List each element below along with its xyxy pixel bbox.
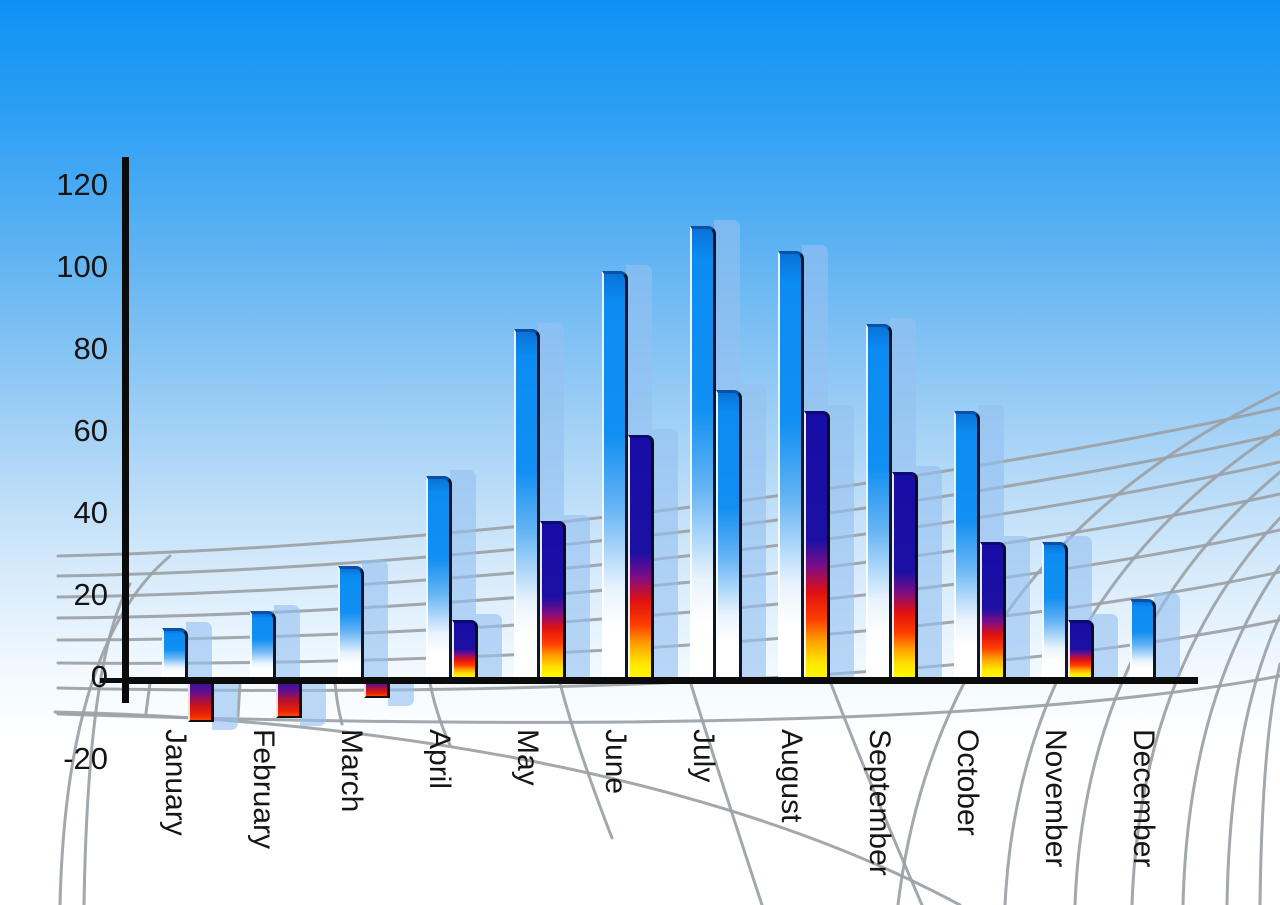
bar-shadow bbox=[828, 404, 854, 677]
month-label: July bbox=[687, 729, 720, 783]
bar-series2 bbox=[276, 679, 302, 718]
bar-series2 bbox=[716, 390, 742, 677]
y-tick-label: 100 bbox=[56, 249, 108, 284]
y-tick-label: -20 bbox=[63, 741, 108, 776]
y-tick-label: 60 bbox=[73, 413, 108, 448]
bar-series1 bbox=[602, 271, 628, 677]
y-tick-label: 80 bbox=[73, 331, 108, 366]
bar-shadow bbox=[274, 605, 300, 677]
y-tick-label: 120 bbox=[56, 167, 108, 202]
bar-shadow bbox=[186, 621, 212, 677]
zero-tick-mark bbox=[100, 678, 124, 683]
month-label: February bbox=[247, 729, 280, 850]
bar-series1 bbox=[250, 611, 276, 677]
bar-shadow bbox=[564, 515, 590, 677]
bar-shadow bbox=[362, 560, 388, 677]
month-label: March bbox=[335, 729, 368, 813]
bar-series2 bbox=[804, 410, 830, 677]
y-tick-label: 40 bbox=[73, 495, 108, 530]
bar-series2 bbox=[980, 541, 1006, 677]
bar-series1 bbox=[690, 226, 716, 677]
month-label: August bbox=[775, 729, 808, 823]
bar-series2 bbox=[892, 472, 918, 677]
bar-shadow bbox=[212, 679, 238, 731]
month-label: January bbox=[159, 729, 192, 836]
bar-series1 bbox=[866, 324, 892, 677]
bar-shadow bbox=[652, 429, 678, 677]
bar-shadow bbox=[1092, 613, 1118, 677]
bar-series2 bbox=[188, 679, 214, 723]
bar-series1 bbox=[514, 328, 540, 677]
bar-shadow bbox=[1154, 593, 1180, 677]
month-label: April bbox=[423, 729, 456, 790]
bar-series2 bbox=[452, 619, 478, 677]
bar-series1 bbox=[338, 566, 364, 677]
bar-series1 bbox=[954, 410, 980, 677]
month-label: September bbox=[863, 729, 896, 876]
bar-series2 bbox=[540, 521, 566, 677]
x-axis-line bbox=[122, 677, 1198, 684]
bar-shadow bbox=[740, 384, 766, 677]
month-label: December bbox=[1127, 729, 1160, 868]
month-label: May bbox=[511, 729, 544, 786]
bar-series1 bbox=[1130, 599, 1156, 677]
bar-series1 bbox=[162, 627, 188, 677]
month-label: June bbox=[599, 729, 632, 795]
bar-series2 bbox=[1068, 619, 1094, 677]
bar-shadow bbox=[476, 613, 502, 677]
bar-series1 bbox=[426, 476, 452, 677]
y-axis-line bbox=[122, 157, 129, 703]
bar-series1 bbox=[778, 250, 804, 677]
y-tick-label: 0 bbox=[90, 659, 108, 694]
month-label: October bbox=[951, 729, 984, 836]
y-tick-label: 20 bbox=[73, 577, 108, 612]
month-label: November bbox=[1039, 729, 1072, 868]
bar-series1 bbox=[1042, 541, 1068, 677]
bar-shadow bbox=[1004, 535, 1030, 677]
bar-series2 bbox=[628, 435, 654, 677]
bar-shadow bbox=[300, 679, 326, 726]
bar-shadow bbox=[916, 466, 942, 677]
